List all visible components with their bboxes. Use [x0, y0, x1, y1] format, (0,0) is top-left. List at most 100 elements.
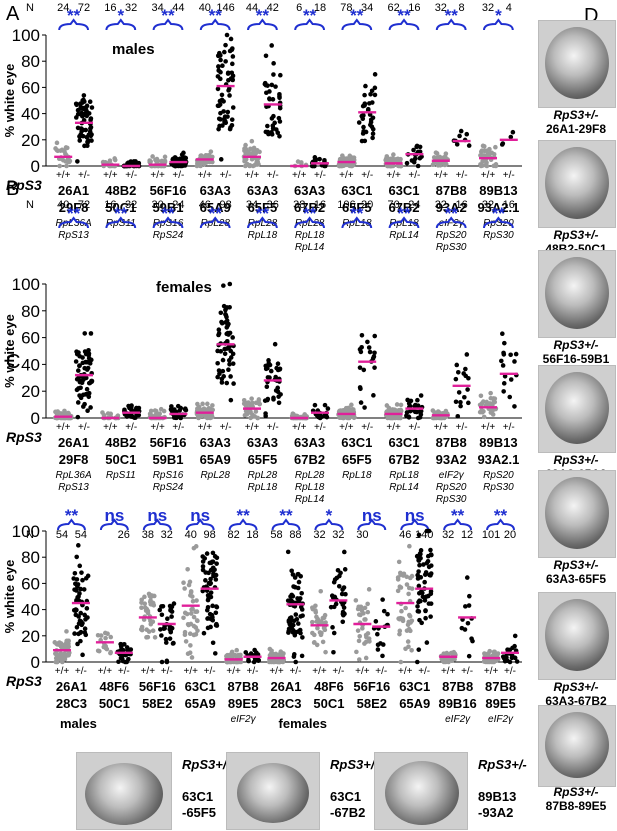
- genotype-wt: +/+: [355, 666, 370, 677]
- y-tick-label: 100: [12, 275, 40, 294]
- data-point: [221, 283, 226, 288]
- data-point: [89, 105, 95, 110]
- data-point: [363, 655, 369, 661]
- data-point: [353, 598, 359, 603]
- data-point: [185, 566, 190, 572]
- data-point: [77, 618, 83, 624]
- data-point: [372, 365, 377, 370]
- data-point: [395, 577, 401, 582]
- data-point: [430, 408, 436, 413]
- genotype-het: +/-: [503, 170, 515, 181]
- data-point: [103, 635, 108, 641]
- significance-bracket: [435, 216, 467, 229]
- n-count: 54: [75, 529, 87, 541]
- n-count: 46: [199, 199, 211, 211]
- data-point: [224, 325, 230, 330]
- data-point: [159, 659, 165, 665]
- data-point: [231, 381, 236, 386]
- data-point: [422, 579, 427, 585]
- data-point: [409, 573, 415, 579]
- data-point: [290, 411, 296, 417]
- eye-caption-genotype: RpS3+/-: [553, 228, 599, 242]
- data-point: [212, 651, 218, 656]
- eye-image-d-5: [538, 470, 616, 558]
- data-point: [191, 545, 197, 551]
- data-point: [398, 156, 403, 162]
- data-point: [216, 332, 221, 338]
- data-point: [458, 128, 464, 134]
- data-point: [162, 154, 168, 160]
- n-count: 32: [482, 199, 494, 211]
- data-point: [255, 415, 261, 421]
- data-point: [499, 358, 504, 364]
- significance-label: **: [494, 506, 508, 525]
- data-point: [358, 349, 364, 355]
- gene-label: RpL18: [342, 470, 372, 481]
- data-point: [455, 369, 461, 375]
- significance-bracket: [271, 518, 301, 531]
- data-point: [226, 653, 231, 659]
- significance-bracket: [58, 18, 89, 31]
- gene-label: eIF2γ: [439, 218, 465, 229]
- data-point: [456, 390, 462, 395]
- deficiency-end: 29F8: [59, 200, 89, 215]
- data-point: [499, 142, 505, 147]
- data-point: [213, 572, 219, 578]
- data-point: [271, 397, 276, 402]
- data-point: [247, 163, 252, 169]
- data-point: [466, 400, 471, 406]
- data-point: [76, 386, 81, 391]
- data-point: [462, 394, 467, 400]
- data-point: [277, 119, 283, 124]
- genotype-wt: +/+: [481, 422, 496, 433]
- data-point: [223, 307, 228, 313]
- genotype-het: +/-: [125, 170, 137, 181]
- data-point: [220, 63, 225, 69]
- eye-caption-d-7: RpS3+/- 87B8-89E5: [536, 785, 616, 813]
- genotype-wt: +/+: [339, 170, 354, 181]
- data-point: [181, 580, 186, 586]
- gene-label: RpL14: [389, 482, 419, 493]
- data-point: [295, 621, 301, 626]
- data-point: [265, 123, 270, 129]
- data-point: [265, 397, 270, 403]
- data-point: [394, 402, 400, 407]
- data-point: [187, 650, 193, 656]
- data-point: [263, 53, 269, 59]
- eye-caption-genotype: RpS3+/-: [553, 558, 599, 572]
- data-point: [167, 636, 173, 641]
- data-point: [502, 658, 508, 664]
- data-point: [77, 138, 83, 143]
- gene-label: RpS13: [58, 230, 89, 241]
- data-point: [255, 162, 260, 167]
- data-point: [293, 659, 299, 665]
- significance-label: *: [117, 6, 124, 25]
- data-point: [81, 97, 86, 103]
- eye-image-d-4: [538, 365, 616, 453]
- data-point: [131, 159, 136, 165]
- data-point: [399, 608, 404, 614]
- n-count: 30: [356, 529, 368, 541]
- data-point: [82, 331, 88, 336]
- data-point: [171, 601, 177, 606]
- significance-bracket: [142, 518, 172, 531]
- gene-label: eIF2γ: [439, 470, 465, 481]
- significance-label: **: [114, 204, 128, 223]
- data-point: [216, 64, 221, 69]
- data-point: [163, 640, 169, 645]
- data-point: [227, 126, 233, 132]
- data-point: [368, 91, 373, 97]
- deficiency-start: 87B8: [436, 435, 467, 450]
- data-point: [75, 414, 81, 420]
- data-point: [218, 117, 223, 122]
- gene-label: eIF2γ: [488, 714, 514, 725]
- data-point: [58, 655, 64, 661]
- deficiency-end: 65F5: [248, 452, 278, 467]
- data-point: [79, 380, 85, 386]
- genotype-het: +/-: [408, 170, 420, 181]
- deficiency-start: 63A3: [247, 183, 278, 198]
- data-point: [218, 310, 224, 316]
- data-point: [278, 392, 283, 397]
- data-point: [372, 72, 378, 77]
- data-point: [230, 77, 235, 83]
